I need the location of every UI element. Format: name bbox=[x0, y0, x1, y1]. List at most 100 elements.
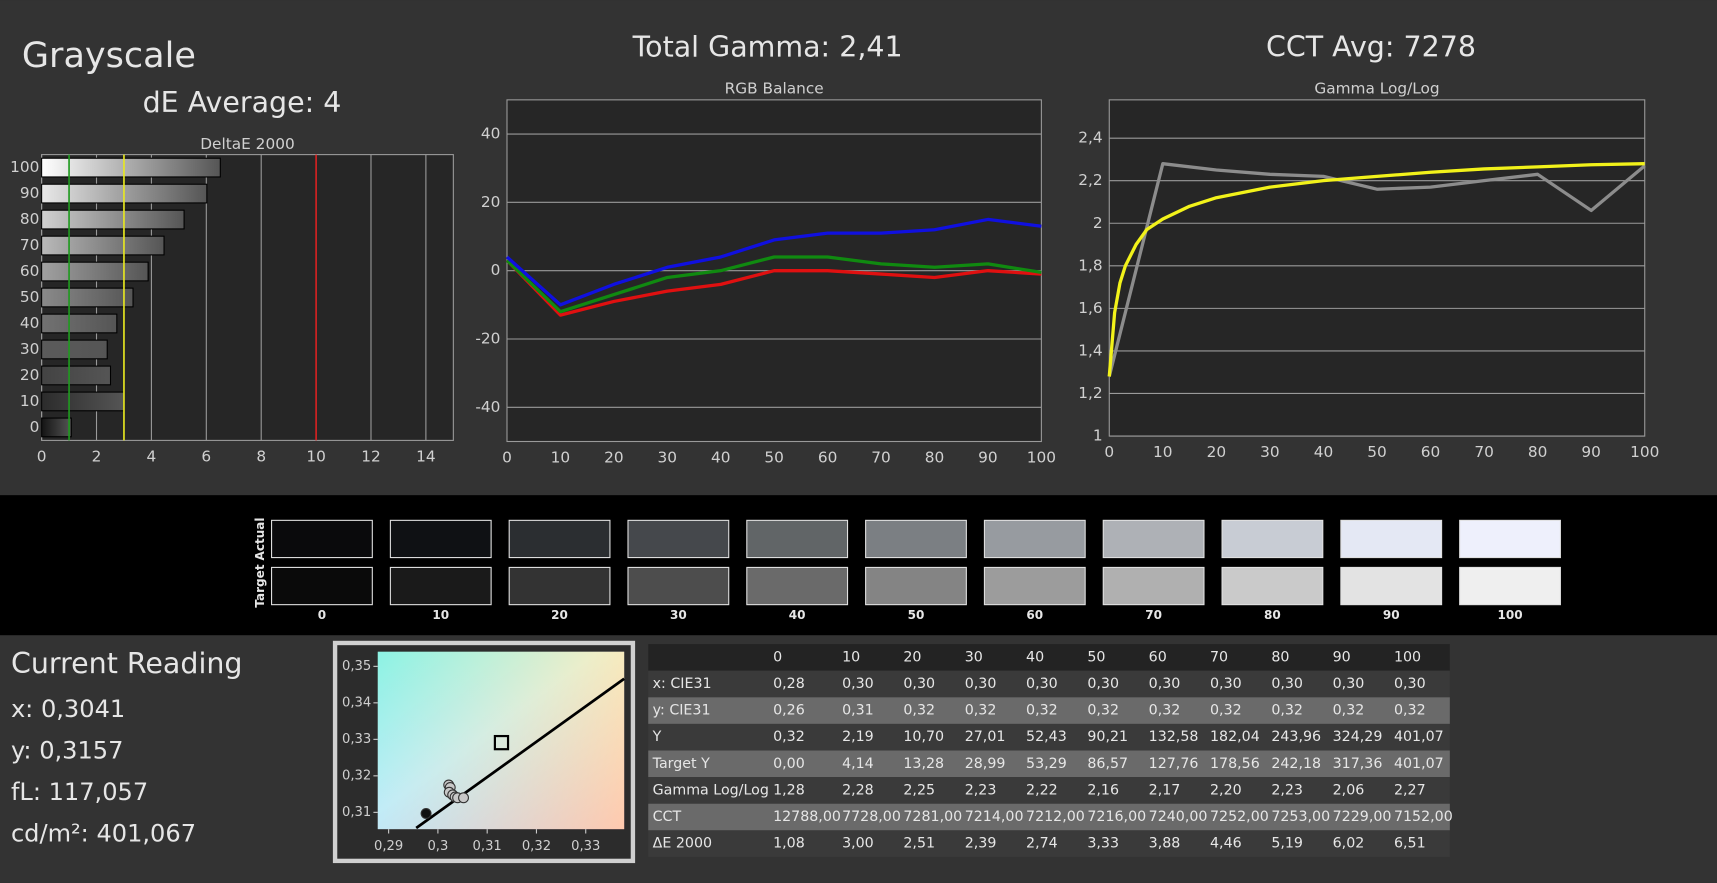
bar bbox=[41, 235, 165, 256]
x-tick-label: 0 bbox=[502, 448, 512, 466]
chart-heading: dE Average: 4 bbox=[143, 86, 342, 119]
x-tick-label: 12 bbox=[361, 447, 381, 465]
category-label: 70 bbox=[20, 236, 40, 254]
color-swatch bbox=[983, 566, 1086, 606]
x-tick-label: 0,3 bbox=[427, 839, 448, 854]
table-row-label: ΔE 2000 bbox=[653, 836, 712, 852]
x-tick-label: 90 bbox=[978, 448, 998, 466]
y-tick-label: 1,2 bbox=[1078, 384, 1102, 402]
table-cell: 2,19 bbox=[842, 729, 874, 745]
table-cell: 2,22 bbox=[1026, 782, 1058, 798]
table-row-bg bbox=[648, 803, 1450, 831]
table-cell: 90,21 bbox=[1087, 729, 1128, 745]
table-cell: 0,30 bbox=[1394, 676, 1426, 692]
table-row-bg bbox=[648, 697, 1450, 724]
swatch-level: 70 bbox=[1145, 608, 1162, 622]
table-column-header: 60 bbox=[1149, 649, 1167, 665]
swatch-level: 90 bbox=[1383, 608, 1400, 622]
measurement-point bbox=[420, 807, 432, 819]
table-cell: 2,74 bbox=[1026, 836, 1058, 852]
category-label: 50 bbox=[20, 288, 40, 306]
x-tick-label: 100 bbox=[1630, 443, 1659, 461]
x-tick-label: 0,33 bbox=[571, 839, 600, 854]
table-cell: 10,70 bbox=[903, 729, 944, 745]
color-swatch bbox=[865, 519, 967, 559]
category-label: 90 bbox=[20, 184, 40, 202]
table-cell: 0,30 bbox=[1149, 676, 1181, 692]
table-cell: 7252,00 bbox=[1210, 809, 1269, 825]
table-cell: 0,30 bbox=[1026, 676, 1058, 692]
category-label: 0 bbox=[30, 418, 40, 436]
table-cell: 0,30 bbox=[1210, 676, 1242, 692]
table-row-label: y: CIE31 bbox=[653, 703, 711, 719]
swatch-level: 80 bbox=[1264, 608, 1281, 622]
table-cell: 5,19 bbox=[1271, 836, 1303, 852]
reading-line: x: 0,3041 bbox=[11, 695, 125, 723]
y-tick-label: -40 bbox=[475, 398, 500, 416]
x-tick-label: 8 bbox=[256, 447, 266, 465]
table-cell: 182,04 bbox=[1210, 729, 1260, 745]
y-tick-label: 0,35 bbox=[342, 659, 371, 674]
table-cell: 2,20 bbox=[1210, 782, 1242, 798]
y-tick-label: 1,4 bbox=[1078, 341, 1102, 359]
x-tick-label: 40 bbox=[1314, 443, 1334, 461]
table-row-label: x: CIE31 bbox=[653, 676, 712, 692]
x-tick-label: 50 bbox=[764, 448, 784, 466]
category-label: 100 bbox=[10, 158, 39, 176]
y-tick-label: 1,6 bbox=[1078, 299, 1102, 317]
table-cell: 2,25 bbox=[903, 782, 935, 798]
swatch-row-label: Actual bbox=[253, 517, 267, 560]
x-tick-label: 100 bbox=[1027, 448, 1056, 466]
chart-heading: Total Gamma: 2,41 bbox=[632, 30, 903, 63]
table-cell: 0,32 bbox=[965, 703, 997, 719]
table-cell: 1,28 bbox=[773, 782, 805, 798]
table-row-label: Target Y bbox=[652, 756, 711, 772]
table-cell: 1,08 bbox=[773, 836, 805, 852]
x-tick-label: 30 bbox=[1260, 443, 1280, 461]
table-cell: 0,32 bbox=[1087, 703, 1119, 719]
table-cell: 28,99 bbox=[965, 756, 1006, 772]
y-tick-label: 1 bbox=[1093, 427, 1103, 445]
color-swatch bbox=[389, 519, 492, 559]
category-label: 10 bbox=[20, 392, 40, 410]
cie-background-overlay bbox=[377, 651, 625, 830]
table-cell: 4,14 bbox=[842, 756, 874, 772]
page-title: Grayscale bbox=[22, 35, 196, 76]
table-cell: 0,30 bbox=[1271, 676, 1303, 692]
table-cell: 2,28 bbox=[842, 782, 874, 798]
table-row-bg bbox=[648, 670, 1450, 698]
table-cell: 2,51 bbox=[903, 836, 935, 852]
x-tick-label: 0,29 bbox=[374, 839, 403, 854]
table-cell: 0,30 bbox=[903, 676, 935, 692]
x-tick-label: 14 bbox=[416, 447, 436, 465]
color-swatch bbox=[1340, 519, 1443, 559]
table-row-bg bbox=[648, 830, 1450, 857]
table-column-header: 70 bbox=[1210, 649, 1228, 665]
locus-line bbox=[415, 677, 625, 830]
reading-line: y: 0,3157 bbox=[11, 736, 124, 764]
table-column-header: 80 bbox=[1271, 649, 1289, 665]
data-line bbox=[1107, 162, 1646, 377]
x-tick-label: 40 bbox=[711, 448, 731, 466]
category-label: 80 bbox=[20, 210, 40, 228]
table-column-header: 90 bbox=[1333, 649, 1351, 665]
target-marker bbox=[493, 734, 510, 751]
bar bbox=[41, 287, 134, 308]
x-tick-label: 80 bbox=[1528, 443, 1548, 461]
bar bbox=[41, 365, 112, 386]
color-swatch bbox=[271, 519, 373, 559]
color-swatch bbox=[1459, 519, 1561, 559]
swatch-level: 20 bbox=[551, 608, 568, 622]
table-column-header: 20 bbox=[903, 649, 921, 665]
table-cell: 401,07 bbox=[1394, 729, 1444, 745]
table-cell: 0,30 bbox=[842, 676, 874, 692]
y-tick-label: 0 bbox=[491, 261, 501, 279]
table-cell: 7214,00 bbox=[965, 809, 1024, 825]
table-cell: 242,18 bbox=[1271, 756, 1321, 772]
table-cell: 0,32 bbox=[1210, 703, 1242, 719]
table-cell: 7212,00 bbox=[1026, 809, 1085, 825]
color-swatch bbox=[1340, 566, 1443, 606]
table-cell: 2,23 bbox=[1271, 782, 1303, 798]
category-label: 20 bbox=[20, 366, 40, 384]
x-tick-label: 0,31 bbox=[473, 839, 502, 854]
